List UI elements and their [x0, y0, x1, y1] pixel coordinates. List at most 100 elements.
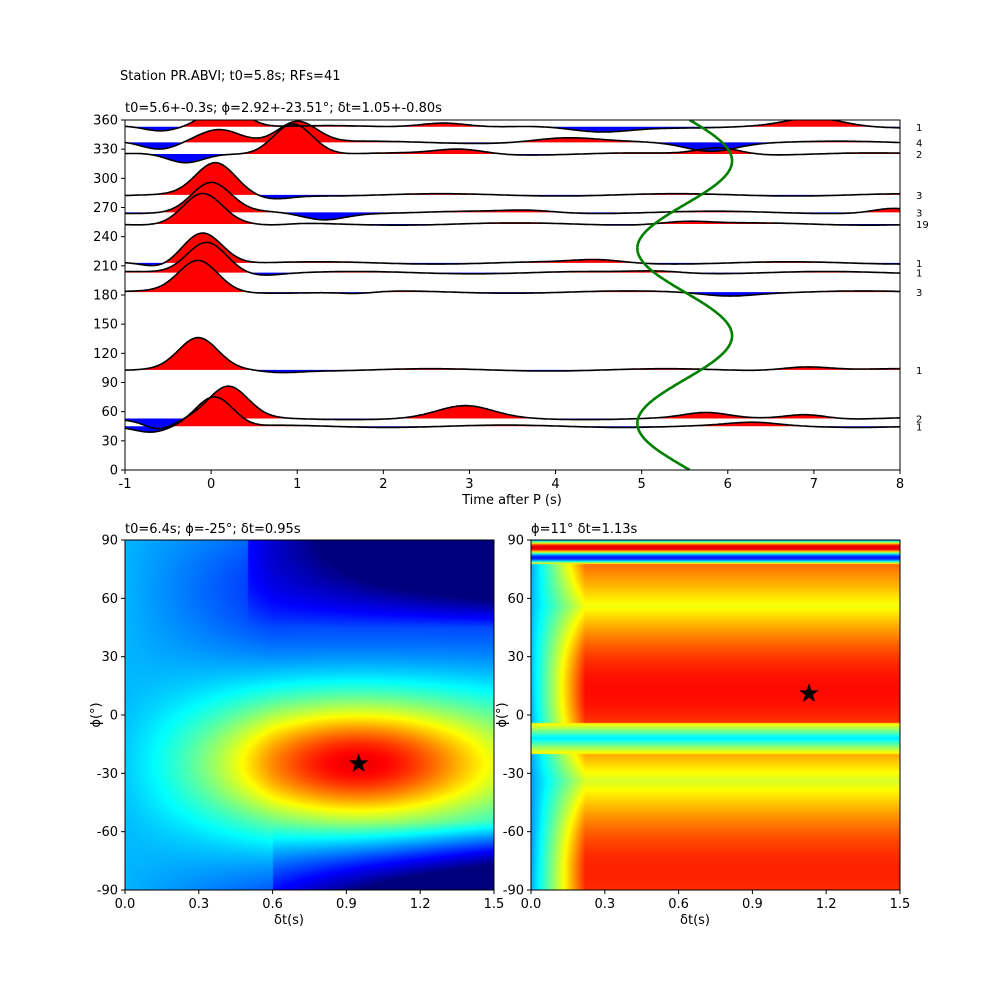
- heatmap-ytick-label: 90: [101, 534, 118, 549]
- right-best-fit-star: [799, 683, 819, 702]
- rf-trace-count-label: 2: [916, 414, 922, 425]
- rf-trace-line: [125, 336, 900, 374]
- rf-xtick-label: 4: [551, 477, 559, 492]
- rf-xtick-label: 3: [465, 477, 473, 492]
- heatmap-xtick-label: 0.6: [668, 897, 689, 912]
- heatmap-ytick-label: 90: [507, 534, 524, 549]
- right-panel-title: ϕ=11° δt=1.13s: [531, 522, 638, 537]
- heatmap-ytick-label: -60: [97, 825, 118, 840]
- heatmap-ytick-label: -90: [503, 884, 524, 899]
- rf-xlabel: Time after P (s): [461, 493, 562, 508]
- heatmap-xtick-label: 0.3: [594, 897, 615, 912]
- rf-xtick-label: 7: [810, 477, 818, 492]
- rf-ytick-label: 60: [101, 405, 118, 420]
- rf-xtick-label: 0: [207, 477, 215, 492]
- rf-trace-positive-fill: [125, 337, 900, 370]
- heatmap-ytick-label: -60: [503, 825, 524, 840]
- heatmap-xtick-label: 0.0: [521, 897, 542, 912]
- rf-trace-line: [125, 232, 900, 267]
- rf-trace-line: [125, 161, 900, 200]
- right-ticks: 0.0 0.3 0.6 0.9 1.2 1.5 -90 -60 -30 0 30 60 90: [503, 534, 911, 913]
- rf-trace-line: [125, 396, 900, 434]
- rf-trace-count-label: 1: [916, 123, 922, 134]
- rf-trace-negative-fill: [125, 126, 900, 132]
- left-ticks: 0.0 0.3 0.6 0.9 1.2 1.5 -90 -60 -30 0 30 60 90: [97, 534, 505, 913]
- rf-xtick-label: 6: [724, 477, 732, 492]
- rf-trace-line: [125, 120, 900, 153]
- left-ylabel: ϕ(°): [89, 702, 104, 727]
- rf-ytick-label: 270: [93, 201, 118, 216]
- rf-trace-negative-fill: [125, 224, 900, 226]
- left-xlabel: δt(s): [274, 913, 304, 928]
- rf-trace-count-label: 3: [916, 288, 922, 299]
- rf-lines: [125, 120, 900, 470]
- rf-trace-line: [125, 385, 900, 430]
- left-best-fit-star: [348, 753, 369, 772]
- best-fit-star-marker: [799, 683, 819, 702]
- rf-ytick-label: 300: [93, 172, 118, 187]
- left-heatmap: [125, 540, 494, 890]
- suptitle: Station PR.ABVI; t0=5.8s; RFs=41: [120, 69, 340, 84]
- rf-panel-title: t0=5.6+-0.3s; ϕ=2.92+-23.51°; δt=1.05+-0…: [125, 101, 442, 116]
- rf-trace-count-label: 1: [916, 422, 922, 433]
- right-ylabel: ϕ(°): [495, 702, 510, 727]
- rf-ytick-label: 90: [101, 376, 118, 391]
- rf-xtick-label: -1: [119, 477, 132, 492]
- rf-trace-positive-fill: [125, 260, 900, 293]
- rf-trace-negative-fill: [125, 212, 900, 220]
- rf-ytick-label: 120: [93, 347, 118, 362]
- rf-trace-positive-fill: [125, 396, 900, 427]
- heatmap-xtick-label: 0.9: [336, 897, 357, 912]
- rf-trace-negative-fill: [125, 426, 900, 433]
- rf-trace-count-label: 19: [916, 220, 929, 231]
- heatmap-ytick-label: -90: [97, 884, 118, 899]
- right-heatmap-canvas-wrap: [531, 540, 900, 890]
- rf-trace-count-label: 1: [916, 259, 922, 270]
- heatmap-xtick-label: 0.6: [262, 897, 283, 912]
- rf-ytick-label: 0: [110, 464, 118, 479]
- heatmap-ytick-label: -30: [503, 767, 524, 782]
- rf-ytick-label: 180: [93, 289, 118, 304]
- rf-ytick-label: 240: [93, 230, 118, 245]
- rf-xtick-label: 2: [379, 477, 387, 492]
- rf-traces-panel: t0=5.6+-0.3s; ϕ=2.92+-23.51°; δt=1.05+-0…: [93, 101, 929, 508]
- rf-ytick-label: 30: [101, 434, 118, 449]
- rf-ytick-label: 150: [93, 318, 118, 333]
- grid-search-right-panel: ϕ=11° δt=1.13s 0.0 0.3 0.6 0.9 1.2 1.5 -90 -60 -…: [495, 522, 910, 928]
- rf-trace-count-label: 4: [916, 138, 922, 149]
- rf-trace-negative-fill: [125, 142, 900, 152]
- left-panel-title: t0=6.4s; ϕ=-25°; δt=0.95s: [125, 522, 301, 537]
- heatmap-ytick-label: 60: [507, 592, 524, 607]
- heatmap-xtick-label: 0.3: [188, 897, 209, 912]
- rf-trace-line: [125, 259, 900, 297]
- rf-trace-count-label: 3: [916, 208, 922, 219]
- rf-ticks: -1 0 1 2 3 4 5 6 7 803060901201501802102402703003…: [93, 114, 929, 493]
- heatmap-ytick-label: 60: [101, 592, 118, 607]
- best-fit-star-marker: [348, 753, 369, 772]
- rf-trace-negative-fill: [125, 262, 900, 266]
- rf-delay-curve: [636, 120, 734, 470]
- heatmap-xtick-label: 1.2: [410, 897, 431, 912]
- right-heatmap: [531, 540, 900, 890]
- grid-search-left-panel: t0=6.4s; ϕ=-25°; δt=0.95s 0.0 0.3 0.6 0.9 1.…: [89, 522, 504, 928]
- rf-trace-count-label: 2: [916, 150, 922, 161]
- rf-trace-negative-fill: [125, 154, 900, 163]
- heatmap-xtick-label: 1.5: [484, 897, 505, 912]
- heatmap-ytick-label: -30: [97, 767, 118, 782]
- heatmap-xtick-label: 1.5: [890, 897, 911, 912]
- heatmap-ytick-label: 0: [516, 709, 524, 724]
- heatmap-ytick-label: 30: [101, 650, 118, 665]
- rf-trace-line: [125, 241, 900, 276]
- heatmap-xtick-label: 0.0: [115, 897, 136, 912]
- rf-xtick-label: 1: [293, 477, 301, 492]
- heatmap-ytick-label: 0: [110, 709, 118, 724]
- heatmap-ytick-label: 30: [507, 650, 524, 665]
- rf-trace-positive-fill: [125, 121, 900, 143]
- rf-trace-line: [125, 181, 900, 221]
- rf-xtick-label: 8: [896, 477, 904, 492]
- rf-trace-count-label: 3: [916, 191, 922, 202]
- rf-trace-positive-fill: [125, 162, 900, 195]
- rf-trace-line: [125, 123, 900, 164]
- rf-trace-positive-fill: [125, 120, 900, 127]
